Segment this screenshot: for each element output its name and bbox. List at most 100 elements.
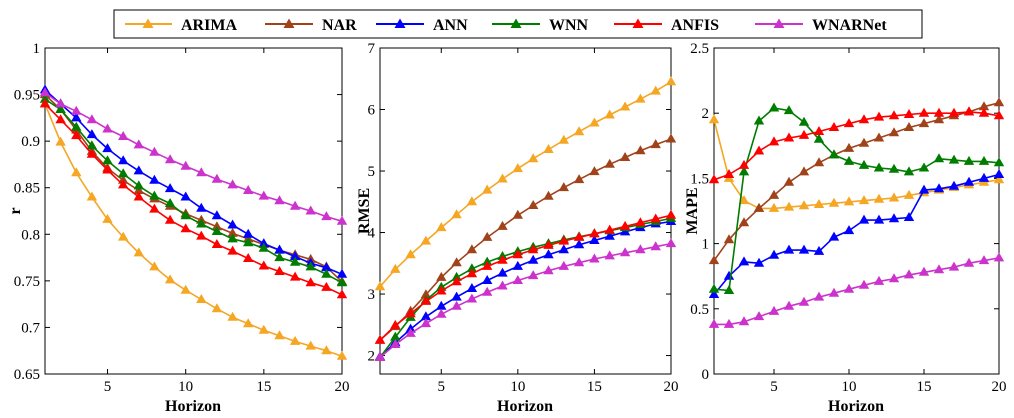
data-point-wnn (466, 263, 478, 273)
data-point-anfis (635, 217, 646, 227)
data-point-wnarnet (589, 253, 600, 263)
data-point-wnn (227, 233, 238, 243)
data-point-arima (211, 303, 223, 313)
data-point-ann (948, 180, 960, 190)
data-point-arima (180, 284, 191, 294)
x-tick-label: 20 (992, 379, 1007, 395)
data-point-anfis (573, 231, 585, 241)
data-point-nar (783, 176, 795, 186)
legend-entry-wnarnet: WNARNet (755, 17, 887, 34)
data-point-wnarnet (321, 211, 332, 221)
data-point-wnn (828, 149, 840, 159)
data-point-ann (918, 184, 930, 194)
data-point-anfis (650, 213, 661, 223)
data-point-arima (321, 345, 332, 355)
data-point-arima (650, 85, 661, 95)
y-tick-label: 0.5 (690, 302, 709, 318)
x-tick-label: 5 (438, 379, 446, 395)
data-point-arima (858, 195, 870, 205)
legend-marker-wnarnet (773, 18, 785, 28)
series-anfis (708, 106, 1005, 184)
x-tick-label: 15 (917, 379, 932, 395)
data-point-arima (635, 93, 646, 103)
data-point-arima (133, 247, 144, 257)
y-axis-label: MAPE (684, 187, 701, 234)
data-point-arima (289, 335, 301, 345)
data-point-arima (903, 189, 915, 199)
data-point-ann (482, 275, 493, 284)
data-point-nar (512, 209, 523, 219)
data-point-wnn (783, 105, 795, 115)
data-point-arima (828, 197, 840, 207)
data-point-wnn (305, 261, 316, 271)
data-point-wnarnet (858, 279, 870, 289)
legend-marker-wnn (510, 18, 522, 28)
tick-labels: 5 10 15 20 2 3 4 5 6 7 (368, 41, 679, 395)
y-axis-label: r (7, 207, 24, 214)
data-point-anfis (321, 281, 332, 291)
series-ann (708, 169, 1005, 298)
data-point-wnn (55, 104, 66, 113)
data-point-wnarnet (196, 167, 207, 177)
data-point-wnn (289, 256, 301, 266)
data-point-wnn (873, 162, 885, 172)
data-point-anfis (948, 107, 960, 117)
data-point-ann (798, 244, 810, 254)
data-point-nar (665, 133, 677, 143)
panel-rmse: Horizon RMSE 5 10 15 20 2 3 4 5 6 7 (356, 41, 679, 415)
data-point-nar (933, 114, 945, 124)
data-point-wnn (888, 163, 900, 173)
data-point-nar (650, 139, 661, 149)
data-point-arima (196, 294, 207, 303)
data-point-wnarnet (828, 287, 840, 297)
data-point-arima (420, 235, 432, 245)
data-point-nar (888, 127, 900, 137)
data-point-wnarnet (604, 250, 615, 260)
data-point-anfis (528, 244, 539, 254)
data-point-arima (528, 153, 539, 163)
data-point-nar (528, 200, 539, 209)
data-point-ann (133, 165, 144, 175)
panel-mape: Horizon MAPE 5 10 15 20 0 0.5 1 1.5 2 2.5 (684, 41, 1007, 415)
data-point-arima (738, 195, 750, 205)
data-point-arima (405, 249, 416, 259)
data-point-wnarnet (71, 105, 82, 115)
data-point-wnarnet (374, 351, 386, 361)
data-point-anfis (227, 245, 238, 255)
data-point-nar (918, 118, 930, 128)
data-point-arima (466, 196, 478, 206)
data-point-arima (558, 134, 569, 144)
data-point-wnarnet (543, 265, 554, 275)
data-point-anfis (482, 260, 493, 270)
x-axis-label: Horizon (828, 398, 884, 415)
data-point-arima (374, 281, 386, 291)
data-point-wnn (196, 218, 207, 228)
data-point-arima (843, 196, 855, 206)
data-point-wnarnet (211, 173, 223, 183)
data-point-wnn (753, 115, 765, 125)
data-point-wnn (336, 277, 348, 287)
data-point-wnarnet (289, 200, 301, 210)
data-point-wnarnet (497, 280, 508, 290)
data-point-ann (768, 249, 780, 259)
y-axis-label: RMSE (356, 188, 373, 234)
series-anfis (374, 209, 677, 344)
data-point-nar (873, 132, 885, 142)
data-point-anfis (798, 129, 810, 139)
data-point-ann (512, 260, 523, 270)
data-point-ann (149, 174, 160, 184)
data-point-arima (543, 144, 554, 153)
data-point-ann (963, 176, 975, 186)
data-point-arima (873, 193, 885, 203)
data-point-wnn (211, 226, 223, 235)
data-point-arima (390, 263, 401, 273)
x-tick-label: 15 (587, 379, 602, 395)
data-point-nar (451, 257, 462, 267)
legend-marker-nar (283, 18, 295, 28)
data-point-anfis (558, 235, 569, 245)
legend-marker-ann (394, 18, 406, 28)
data-point-anfis (374, 334, 386, 344)
data-point-wnarnet (978, 255, 990, 265)
data-point-nar (543, 190, 554, 200)
data-point-wnarnet (86, 114, 98, 124)
